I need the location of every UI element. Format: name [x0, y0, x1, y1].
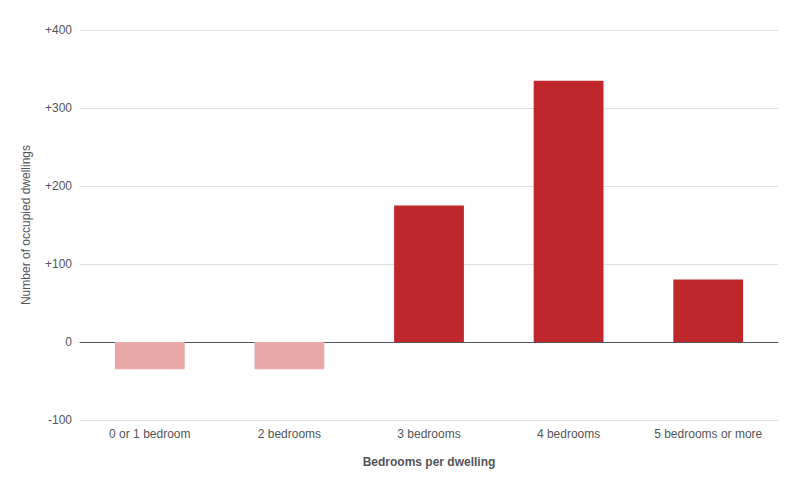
svg-text:Number of occupied dwellings: Number of occupied dwellings	[19, 145, 33, 305]
svg-text:-100: -100	[48, 413, 72, 427]
svg-text:5 bedrooms or more: 5 bedrooms or more	[654, 427, 762, 441]
svg-text:3 bedrooms: 3 bedrooms	[397, 427, 460, 441]
svg-text:+200: +200	[45, 179, 72, 193]
svg-text:+300: +300	[45, 101, 72, 115]
svg-text:0: 0	[65, 335, 72, 349]
svg-text:0 or 1 bedroom: 0 or 1 bedroom	[109, 427, 190, 441]
svg-text:4 bedrooms: 4 bedrooms	[537, 427, 600, 441]
svg-text:Bedrooms per dwelling: Bedrooms per dwelling	[363, 455, 496, 469]
svg-text:2 bedrooms: 2 bedrooms	[258, 427, 321, 441]
svg-text:+400: +400	[45, 23, 72, 37]
svg-text:+100: +100	[45, 257, 72, 271]
